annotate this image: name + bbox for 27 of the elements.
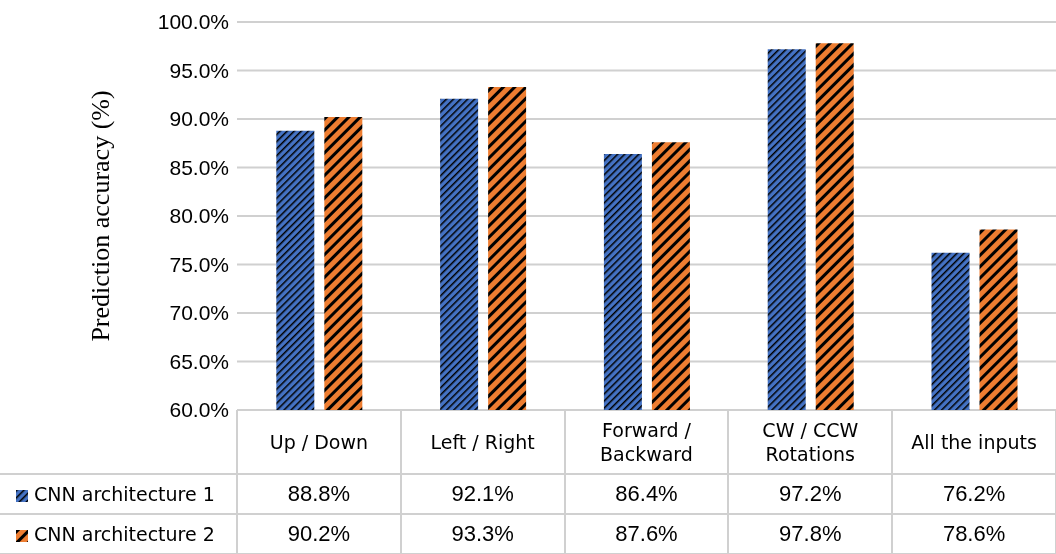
x-tick-label: Left / Right xyxy=(400,410,565,474)
y-tick-label: 90.0% xyxy=(169,107,229,131)
y-tick-label: 80.0% xyxy=(169,204,229,228)
data-label: 78.6% xyxy=(892,514,1056,554)
x-tick-label: Forward / Backward xyxy=(564,410,729,474)
data-label: 92.1% xyxy=(400,474,565,514)
y-tick-label: 100.0% xyxy=(157,10,229,34)
y-tick-label: 60.0% xyxy=(169,398,229,422)
y-tick-label: 65.0% xyxy=(169,349,229,373)
data-label: 97.2% xyxy=(728,474,893,514)
data-label: 93.3% xyxy=(400,514,565,554)
y-tick-label: 75.0% xyxy=(169,252,229,276)
legend-label: CNN architecture 1 xyxy=(0,474,237,514)
x-tick-label: CW / CCW Rotations xyxy=(728,410,893,474)
data-label: 86.4% xyxy=(564,474,729,514)
y-tick-label: 70.0% xyxy=(169,301,229,325)
data-label: 87.6% xyxy=(564,514,729,554)
data-label: 97.8% xyxy=(728,514,893,554)
y-axis-title: Prediction accuracy (%) xyxy=(86,90,116,342)
y-tick-label: 85.0% xyxy=(169,155,229,179)
x-tick-label: All the inputs xyxy=(892,410,1056,474)
legend-label: CNN architecture 2 xyxy=(0,514,237,554)
data-label: 76.2% xyxy=(892,474,1056,514)
y-tick-label: 95.0% xyxy=(169,58,229,82)
data-label: 88.8% xyxy=(237,474,401,514)
x-tick-label: Up / Down xyxy=(237,410,401,474)
data-label: 90.2% xyxy=(237,514,401,554)
